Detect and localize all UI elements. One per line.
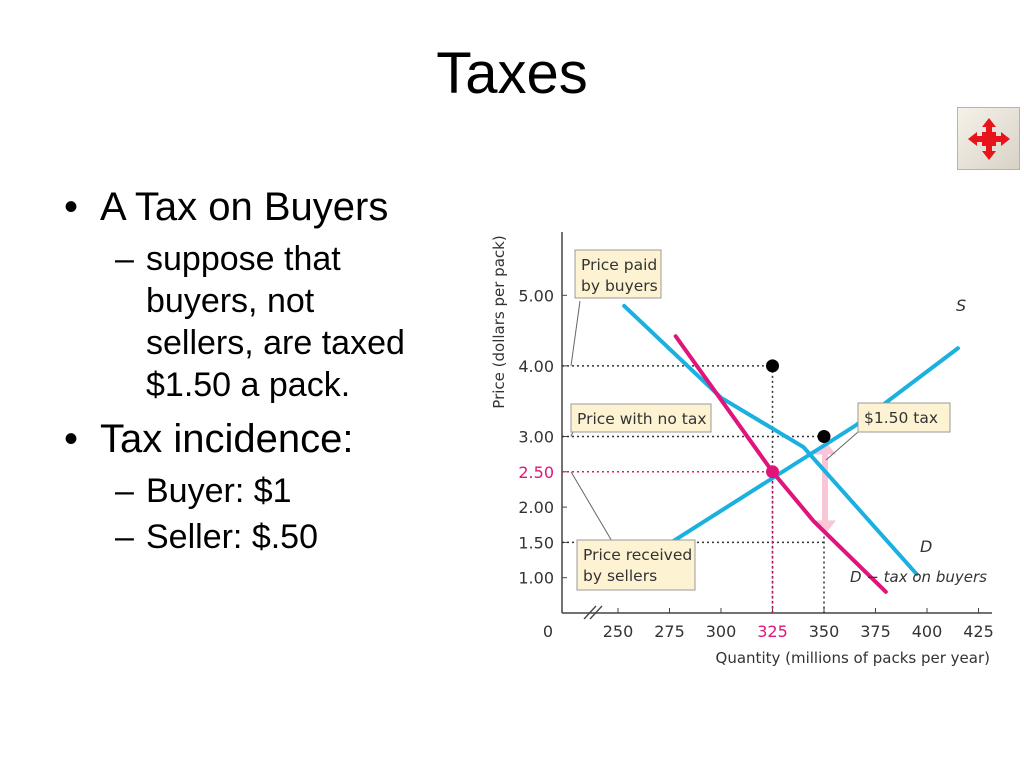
price-no-tax-label-box (570, 403, 712, 433)
sub-bullet-seller: Seller: $.50 (60, 516, 470, 558)
tax-amount-label-box (857, 402, 951, 433)
y-tick-label: 1.50 (518, 533, 554, 552)
demand-label: D (920, 537, 932, 556)
tax-arrow-head-top (814, 440, 836, 455)
axis-break-mark (589, 605, 603, 620)
price-received-label-text: by sellers (583, 567, 657, 585)
bullet-tax-incidence: Tax incidence: (60, 412, 470, 466)
supply-curve (646, 346, 960, 559)
x-tick-label: 425 (963, 622, 994, 641)
sub-bullet-text-line-2: buyers, not (146, 282, 315, 320)
equilibrium-point (766, 359, 779, 373)
y-tick-label: 4.00 (518, 357, 554, 376)
axis-break-mark (583, 605, 597, 620)
supply-label: S (956, 296, 966, 315)
price-paid-label-box (574, 249, 662, 299)
x-tick-label: 275 (654, 622, 685, 641)
x-tick-label: 350 (809, 622, 840, 641)
demand-minus-tax-curve (673, 334, 888, 594)
equilibrium-point (817, 430, 831, 443)
sub-bullet-text-line-1: suppose that (60, 238, 470, 280)
price-no-tax-label-text: Price with no tax (577, 410, 707, 428)
price-paid-label-text: Price paid (581, 256, 657, 274)
leader-price-paid (570, 300, 581, 366)
y-axis-label: Price (dollars per pack) (490, 235, 508, 408)
x-tick-label: 325 (757, 622, 788, 641)
leader-tax (825, 431, 859, 461)
x-tick-label: 250 (603, 622, 634, 641)
sub-bullet-buyer: Buyer: $1 (60, 470, 470, 512)
x-axis-label: Quantity (millions of packs per year) (716, 649, 990, 667)
price-received-label-text: Price received (583, 546, 692, 564)
demand-tax-label: D − tax on buyers (850, 568, 987, 586)
tax-arrow-shaft (822, 452, 828, 523)
demand-curve (622, 303, 919, 577)
four-arrows-icon (968, 118, 1010, 160)
tax-amount-label-text: $1.50 tax (864, 409, 938, 427)
y-tick-label: 2.00 (518, 498, 554, 517)
x-origin-label: 0 (543, 622, 553, 641)
y-tick-label: 2.50 (518, 463, 554, 482)
price-received-label-box (576, 539, 696, 591)
price-paid-label-text: by buyers (581, 277, 658, 295)
sub-bullet-text-line-4: $1.50 a pack. (146, 366, 351, 404)
y-tick-label: 1.00 (518, 569, 554, 588)
equilibrium-point (766, 465, 779, 479)
bullet-list: A Tax on Buyers suppose that buyers, not… (60, 180, 470, 558)
bullet-tax-on-buyers: A Tax on Buyers (60, 180, 470, 234)
x-tick-label: 400 (912, 622, 943, 641)
tax-arrow-head-bottom (814, 520, 836, 535)
x-tick-label: 375 (860, 622, 891, 641)
y-tick-label: 3.00 (518, 428, 554, 447)
leader-price-received (570, 471, 617, 549)
navigation-button[interactable] (957, 107, 1020, 170)
tax-on-buyers-chart: 1.00 1.50 2.00 2.50 3.00 4.00 5.00 0 250 275 300 32… (490, 232, 994, 667)
slide-title: Taxes (436, 41, 588, 106)
sub-bullet-text-line-3: sellers, are taxed (146, 324, 405, 362)
y-tick-label: 5.00 (518, 286, 554, 305)
x-tick-label: 300 (706, 622, 737, 641)
